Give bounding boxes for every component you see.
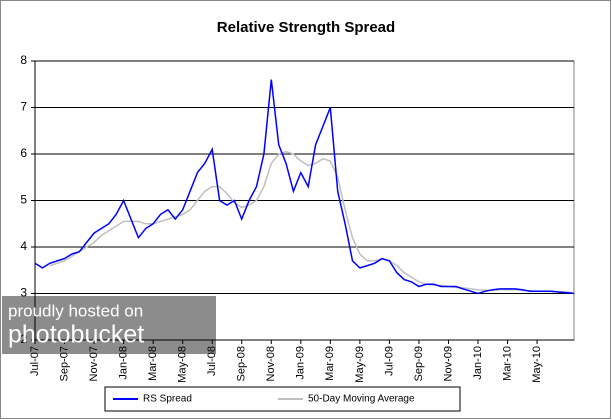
y-tick-label: 4 — [20, 239, 27, 253]
x-tick-label: Jul-09 — [383, 346, 395, 376]
x-tick-label: Nov-09 — [442, 346, 454, 381]
legend-label: RS Spread — [143, 394, 192, 405]
series-line — [34, 79, 575, 295]
x-tick-label: Jan-08 — [118, 346, 130, 380]
x-tick-label: Sep-07 — [58, 346, 70, 381]
x-tick-label: Jan-09 — [295, 346, 307, 380]
x-tick-label: Jul-08 — [206, 346, 218, 376]
x-tick-label: Mar-08 — [147, 346, 159, 381]
x-tick-label: Sep-09 — [413, 346, 425, 381]
x-tick-label: Mar-10 — [501, 346, 513, 381]
chart-title: Relative Strength Spread — [217, 19, 395, 36]
x-tick-label: Jul-07 — [29, 346, 41, 376]
x-tick-label: May-08 — [177, 346, 189, 383]
y-tick-label: 2 — [20, 332, 27, 346]
x-tick-label: May-10 — [531, 346, 543, 383]
watermark-text: proudly hosted on — [8, 301, 143, 320]
x-tick-label: May-09 — [354, 346, 366, 383]
watermark-text: photobucket — [8, 321, 144, 349]
legend-label: 50-Day Moving Average — [308, 394, 415, 405]
y-tick-label: 7 — [20, 100, 27, 114]
x-tick-label: Jan-10 — [472, 346, 484, 380]
y-tick-label: 5 — [20, 193, 27, 207]
y-tick-label: 3 — [20, 286, 27, 300]
x-tick-label: Sep-08 — [236, 346, 248, 381]
watermark-box — [2, 296, 216, 354]
y-tick-label: 6 — [20, 146, 27, 160]
x-tick-label: Nov-08 — [265, 346, 277, 381]
y-tick-label: 8 — [20, 53, 27, 67]
x-tick-label: Nov-07 — [88, 346, 100, 381]
x-tick-label: Mar-09 — [324, 346, 336, 381]
